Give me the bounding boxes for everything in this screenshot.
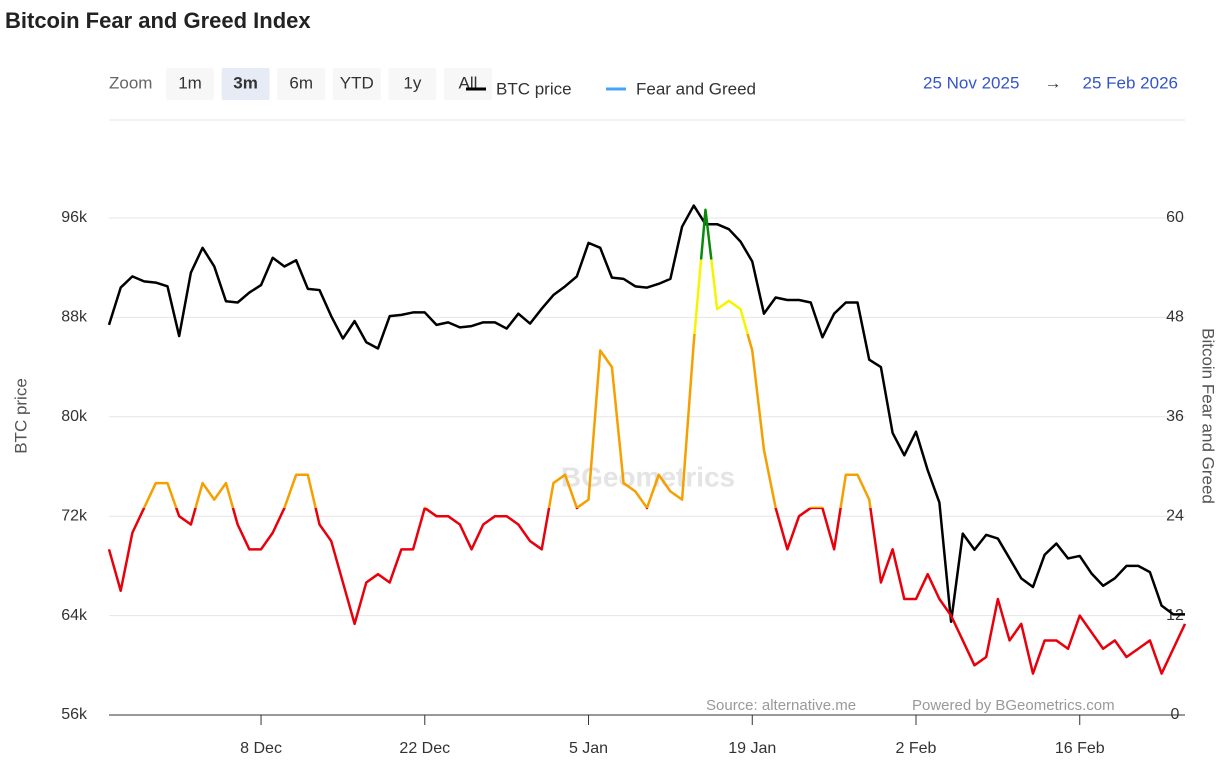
y-tick-label: 64k xyxy=(61,607,88,624)
zoom-button-label: 1y xyxy=(403,73,421,92)
y-tick-label: 72k xyxy=(61,507,88,524)
zoom-button-bg xyxy=(277,68,326,100)
y2-axis-title: Bitcoin Fear and Greed xyxy=(1199,328,1218,504)
zoom-button-label: YTD xyxy=(340,73,374,92)
chart-title: Bitcoin Fear and Greed Index xyxy=(5,8,311,33)
y2-tick-label: 48 xyxy=(1166,309,1184,326)
legend-item[interactable]: BTC price xyxy=(466,79,572,98)
y2-tick-label: 60 xyxy=(1166,209,1184,226)
y-tick-label: 88k xyxy=(61,309,88,326)
y2-tick-label: 24 xyxy=(1166,507,1184,524)
x-tick-label: 19 Jan xyxy=(728,740,776,757)
zoom-button[interactable]: 1y xyxy=(388,68,437,100)
zoom-button[interactable]: 1m xyxy=(166,68,214,100)
x-tick-label: 16 Feb xyxy=(1055,740,1105,757)
zoom-button[interactable]: All xyxy=(444,68,492,100)
zoom-button-label: 1m xyxy=(178,73,202,92)
credit-source[interactable]: Source: alternative.me xyxy=(706,697,856,714)
y2-tick-label: 36 xyxy=(1166,408,1184,425)
zoom-button[interactable]: 3m xyxy=(221,68,270,100)
y-tick-label: 96k xyxy=(61,209,88,226)
date-to[interactable]: 25 Feb 2026 xyxy=(1083,73,1178,92)
zoom-button-bg xyxy=(332,68,381,100)
y-axis-title: BTC price xyxy=(11,378,30,454)
zoom-button-label: 3m xyxy=(233,73,258,92)
y-tick-label: 80k xyxy=(61,408,88,425)
x-tick-label: 5 Jan xyxy=(569,740,608,757)
zoom-button[interactable]: YTD xyxy=(332,68,381,100)
zoom-button-bg xyxy=(166,68,214,100)
legend-label: BTC price xyxy=(496,79,572,98)
x-tick-label: 2 Feb xyxy=(896,740,937,757)
zoom-button-bg xyxy=(221,68,270,100)
date-from[interactable]: 25 Nov 2025 xyxy=(923,73,1019,92)
zoom-button[interactable]: 6m xyxy=(277,68,326,100)
zoom-button-bg xyxy=(388,68,437,100)
x-tick-label: 8 Dec xyxy=(240,740,282,757)
y-tick-label: 56k xyxy=(61,706,88,723)
legend-item[interactable]: Fear and Greed xyxy=(606,79,756,98)
watermark: BGeometrics xyxy=(561,461,735,492)
x-tick-label: 22 Dec xyxy=(399,740,450,757)
credit-powered[interactable]: Powered by BGeometrics.com xyxy=(912,697,1115,714)
series-line xyxy=(107,204,1185,624)
legend-label: Fear and Greed xyxy=(636,79,756,98)
date-arrow: → xyxy=(1045,73,1062,92)
zoom-label: Zoom xyxy=(109,73,152,92)
zoom-button-label: 6m xyxy=(289,73,313,92)
zoom-button-bg xyxy=(444,68,492,100)
series-line xyxy=(107,208,1187,675)
